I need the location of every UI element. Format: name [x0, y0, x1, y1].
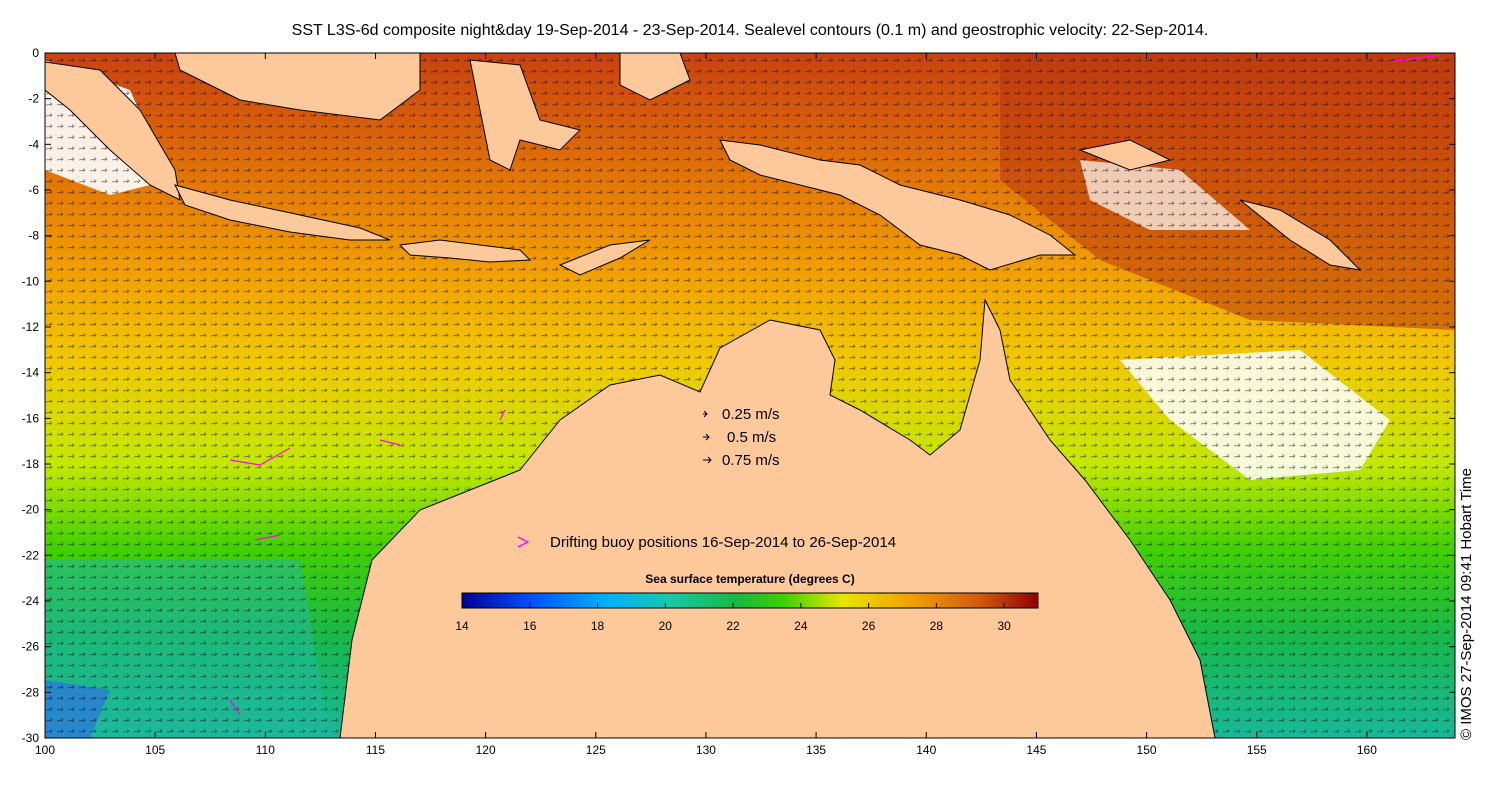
buoy-tracks [229, 54, 1441, 716]
colorbar-tick-label: 24 [794, 619, 808, 633]
latitude-ticks: 0 -2 -4 -6 -8 -10 -12 -14 -16 -18 -20 -22 -24 -26 -28 -… [22, 46, 1455, 745]
lat-tick-label: -30 [22, 731, 40, 745]
velocity-arrow-icon [703, 410, 708, 418]
lat-tick-label: -4 [28, 137, 39, 151]
lon-tick-label: 115 [366, 743, 385, 757]
credit-text: © IMOS 27-Sep-2014 09:41 Hobart Time [1458, 467, 1475, 740]
colorbar: Sea surface temperature (degrees C) 14 16… [455, 572, 1039, 633]
land-australia [339, 298, 1216, 738]
lat-tick-label: -6 [28, 183, 39, 197]
land-sulawesi [469, 59, 581, 171]
lat-tick-label: 0 [32, 46, 39, 60]
map-plot-area [45, 53, 1455, 738]
lat-tick-label: -26 [22, 640, 40, 654]
lon-tick-label: 135 [806, 743, 826, 757]
velocity-legend-label: 0.25 m/s [722, 406, 780, 423]
velocity-legend-label: 0.5 m/s [727, 429, 776, 446]
lat-tick-label: -20 [22, 503, 40, 517]
colorbar-tick-label: 18 [591, 619, 605, 633]
lon-tick-label: 145 [1026, 743, 1046, 757]
lon-tick-label: 125 [586, 743, 606, 757]
velocity-arrow-icon [703, 433, 710, 441]
lon-tick-label: 160 [1357, 743, 1377, 757]
colorbar-ticks: 14 16 18 20 22 24 26 28 30 [455, 603, 1011, 633]
land-sumatra [45, 61, 181, 201]
colorbar-gradient [461, 592, 1039, 609]
lon-tick-label: 110 [256, 743, 275, 757]
lon-tick-label: 140 [916, 743, 936, 757]
lon-tick-label: 105 [145, 743, 165, 757]
velocity-legend: 0.25 m/s 0.5 m/s 0.75 m/s [703, 406, 780, 469]
lon-tick-label: 150 [1137, 743, 1157, 757]
velocity-legend-label: 0.75 m/s [722, 452, 780, 469]
lat-tick-label: -12 [22, 320, 40, 334]
buoy-legend: Drifting buoy positions 16-Sep-2014 to 2… [517, 534, 896, 551]
colorbar-title: Sea surface temperature (degrees C) [645, 572, 854, 586]
lat-tick-label: -8 [28, 229, 39, 243]
lat-tick-label: -16 [22, 411, 40, 425]
buoy-legend-label: Drifting buoy positions 16-Sep-2014 to 2… [550, 534, 896, 551]
lat-tick-label: -18 [22, 457, 40, 471]
colorbar-tick-label: 26 [862, 619, 876, 633]
colorbar-tick-label: 28 [930, 619, 944, 633]
lat-tick-label: -24 [22, 594, 40, 608]
lon-tick-label: 130 [696, 743, 716, 757]
lat-tick-label: -2 [28, 92, 39, 106]
land-lesser-sunda [398, 239, 532, 263]
longitude-ticks: 100 105 110 115 120 125 130 135 140 145 150 155 160 [35, 53, 1377, 757]
lat-tick-label: -14 [22, 366, 40, 380]
colorbar-tick-label: 14 [455, 619, 469, 633]
lat-tick-label: -10 [22, 274, 40, 288]
map-frame [44, 52, 1456, 739]
colorbar-tick-label: 20 [659, 619, 673, 633]
land-masses [45, 53, 1362, 738]
land-java [174, 184, 391, 241]
land-timor [558, 239, 651, 276]
land-new-guinea [719, 139, 1077, 271]
lon-tick-label: 100 [35, 743, 55, 757]
lat-tick-label: -28 [22, 685, 40, 699]
colorbar-tick-label: 16 [523, 619, 537, 633]
colorbar-tick-label: 30 [997, 619, 1011, 633]
land-borneo [174, 53, 421, 121]
buoy-marker-icon [517, 536, 530, 548]
land-new-britain [1078, 139, 1172, 171]
colorbar-tick-label: 22 [726, 619, 740, 633]
lat-tick-label: -22 [22, 548, 40, 562]
page-title: SST L3S-6d composite night&day 19-Sep-20… [291, 22, 1209, 39]
lon-tick-label: 155 [1247, 743, 1267, 757]
land-solomons [1239, 199, 1362, 271]
velocity-arrow-icon [703, 456, 712, 464]
lon-tick-label: 120 [476, 743, 496, 757]
land-philippines [619, 53, 691, 101]
